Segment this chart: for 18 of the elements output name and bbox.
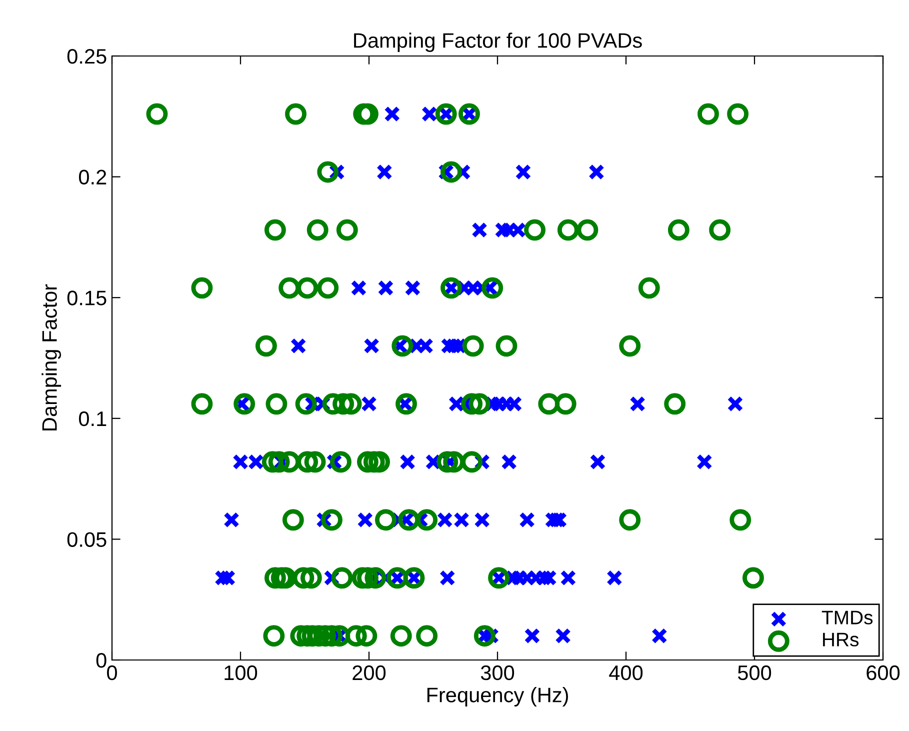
y-tick-label: 0.15 (67, 290, 106, 306)
x-tick-label: 600 (866, 665, 900, 680)
y-tick-label: 0.05 (67, 532, 106, 547)
x-tick-label: 0 (107, 665, 117, 680)
legend-label: HRs (823, 632, 859, 646)
y-tick-label: 0 (96, 653, 106, 668)
x-tick-label: 100 (224, 665, 258, 680)
y-axis-title: Damping Factor (42, 284, 62, 430)
y-tick-label: 0.1 (78, 411, 106, 426)
x-axis-title: Frequency (Hz) (427, 687, 568, 706)
chart-title: Damping Factor for 100 PVADs (354, 32, 642, 52)
y-tick-label: 0.2 (78, 170, 106, 185)
x-tick-label: 300 (480, 665, 514, 680)
x-tick-label: 200 (352, 665, 386, 680)
y-tick-label: 0.25 (67, 49, 106, 64)
x-tick-label: 500 (738, 665, 772, 680)
x-tick-label: 400 (609, 665, 643, 680)
legend-label: TMDs (822, 610, 873, 624)
